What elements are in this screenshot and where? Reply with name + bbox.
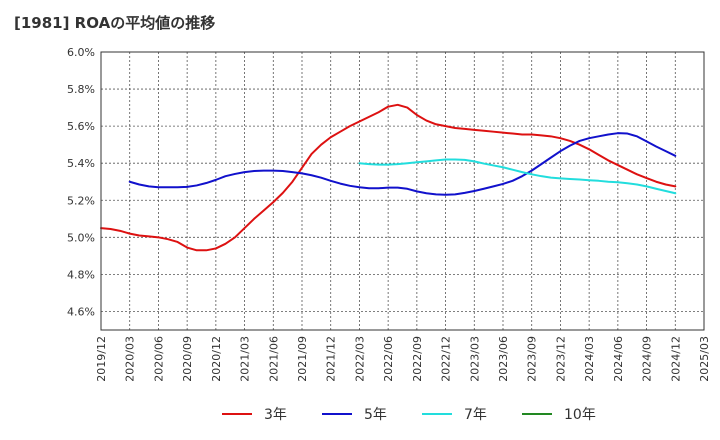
legend: 3年 5年 7年 10年	[222, 407, 596, 423]
x-tick-label: 2022/12	[440, 336, 453, 382]
plot-frame	[100, 51, 705, 331]
x-tick-label: 2021/12	[325, 336, 338, 382]
legend-label: 7年	[464, 407, 487, 423]
series-line-5年	[128, 132, 677, 196]
legend-label: 10年	[564, 407, 596, 423]
x-tick-label: 2023/12	[554, 336, 567, 382]
y-axis-ticks: 6.0% 5.8% 5.6% 5.4% 5.2% 5.0% 4.8% 4.6%	[67, 46, 95, 318]
x-tick-label: 2019/12	[95, 336, 108, 382]
series-line-7年	[358, 158, 677, 195]
x-tick-label: 2023/06	[497, 336, 510, 382]
chart-title: [1981] ROAの平均値の推移	[14, 14, 216, 32]
x-tick-label: 2021/06	[267, 336, 280, 382]
y-tick-label: 5.0%	[67, 231, 95, 244]
plot-background	[101, 52, 704, 330]
y-tick-label: 6.0%	[67, 46, 95, 59]
x-tick-label: 2024/12	[669, 336, 682, 382]
y-tick-label: 4.8%	[67, 268, 95, 281]
x-tick-label: 2024/06	[612, 336, 625, 382]
x-tick-label: 2022/03	[353, 336, 366, 382]
y-tick-label: 5.8%	[67, 83, 95, 96]
x-tick-label: 2022/06	[382, 336, 395, 382]
x-tick-label: 2024/09	[641, 336, 654, 382]
x-tick-label: 2020/12	[210, 336, 223, 382]
x-tick-label: 2020/09	[181, 336, 194, 382]
legend-label: 3年	[264, 407, 287, 423]
y-tick-label: 5.6%	[67, 120, 95, 133]
x-tick-label: 2023/03	[468, 336, 481, 382]
y-tick-label: 5.4%	[67, 157, 95, 170]
y-tick-label: 5.2%	[67, 194, 95, 207]
x-tick-label: 2020/06	[152, 336, 165, 382]
x-tick-label: 2020/03	[124, 336, 137, 382]
x-tick-label: 2023/09	[526, 336, 539, 382]
series-layer	[100, 103, 677, 252]
x-axis-ticks: 2019/12 2020/03 2020/06 2020/09 2020/12 2021/…	[95, 336, 711, 382]
x-tick-label: 2021/09	[296, 336, 309, 382]
y-tick-label: 4.6%	[67, 305, 95, 318]
x-tick-label: 2022/09	[411, 336, 424, 382]
x-tick-label: 2021/03	[239, 336, 252, 382]
series-line-3年	[100, 103, 677, 252]
legend-label: 5年	[364, 407, 387, 423]
x-tick-label: 2024/03	[583, 336, 596, 382]
x-tick-label: 2025/03	[698, 336, 711, 382]
